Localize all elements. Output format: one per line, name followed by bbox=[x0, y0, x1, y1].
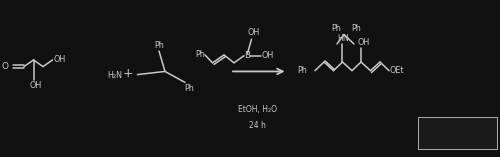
Text: +: + bbox=[122, 67, 133, 80]
FancyBboxPatch shape bbox=[418, 117, 496, 149]
Text: HN: HN bbox=[338, 34, 349, 43]
Text: >99% ee: >99% ee bbox=[424, 138, 461, 147]
Text: B: B bbox=[244, 51, 250, 60]
Text: Ph: Ph bbox=[195, 50, 205, 60]
Text: OEt: OEt bbox=[389, 66, 404, 75]
Text: EtOH, H₂O: EtOH, H₂O bbox=[238, 105, 277, 114]
Text: Ph: Ph bbox=[331, 24, 340, 33]
Text: OH: OH bbox=[358, 38, 370, 47]
Text: Ph: Ph bbox=[184, 84, 194, 93]
Text: OH: OH bbox=[30, 81, 42, 90]
Text: H₂N: H₂N bbox=[108, 71, 122, 80]
Text: OH: OH bbox=[261, 51, 273, 60]
Text: OH: OH bbox=[248, 28, 260, 38]
Text: O: O bbox=[2, 62, 8, 71]
Text: 24 h: 24 h bbox=[249, 121, 266, 130]
Text: 70% Yield: 70% Yield bbox=[423, 125, 462, 134]
Text: Ph: Ph bbox=[154, 41, 164, 50]
Text: OH: OH bbox=[54, 55, 66, 65]
Text: Ph: Ph bbox=[298, 66, 307, 75]
Text: Ph: Ph bbox=[351, 24, 361, 33]
